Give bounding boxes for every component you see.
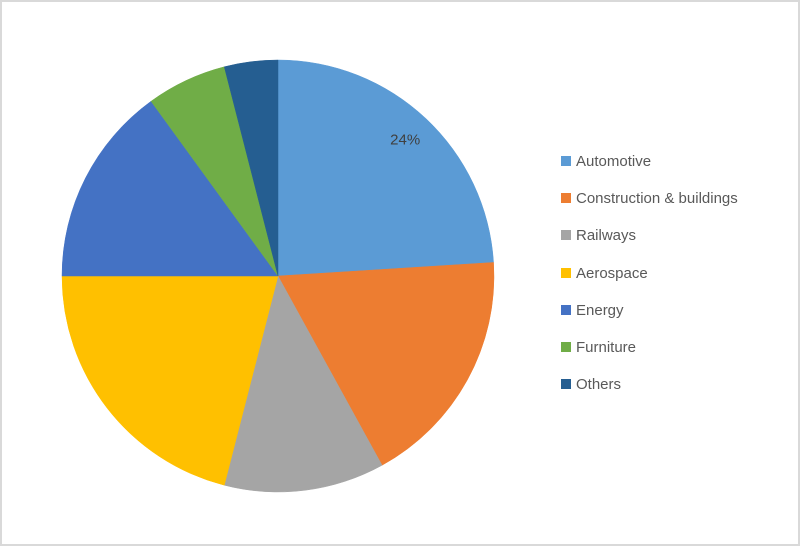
pie-slice-energy — [61, 100, 279, 277]
pie-data-labels: 24% — [390, 132, 420, 149]
legend-item-others: Others — [561, 366, 738, 403]
legend-swatch-railways — [561, 230, 571, 241]
legend-swatch-aerospace — [561, 267, 571, 278]
pie-slice-railways — [223, 275, 383, 493]
legend-item-furniture: Furniture — [561, 328, 738, 365]
chart-legend: Automotive Construction & buildings Railwa… — [561, 142, 738, 403]
legend-item-automotive: Automotive — [561, 142, 738, 179]
pie-slice-construction-buildings — [277, 262, 495, 466]
pie-slice-others — [223, 59, 279, 277]
legend-swatch-automotive — [561, 155, 571, 166]
pie-slice-automotive — [277, 59, 494, 277]
legend-item-railways: Railways — [561, 217, 738, 254]
legend-label-railways: Railways — [576, 227, 637, 245]
legend-swatch-others — [561, 379, 571, 390]
legend-swatch-furniture — [561, 342, 571, 353]
legend-label-automotive: Automotive — [576, 152, 652, 170]
legend-item-aerospace: Aerospace — [561, 254, 738, 291]
legend-label-others: Others — [576, 376, 622, 394]
legend-label-furniture: Furniture — [576, 339, 637, 357]
pie-slices — [61, 59, 495, 493]
legend-swatch-construction-buildings — [561, 192, 571, 203]
legend-label-aerospace: Aerospace — [576, 264, 648, 282]
pie-slice-aerospace — [61, 275, 279, 486]
pie-data-label-automotive: 24% — [390, 132, 420, 149]
legend-item-construction-buildings: Construction & buildings — [561, 179, 738, 216]
legend-item-energy: Energy — [561, 291, 738, 328]
legend-label-construction-buildings: Construction & buildings — [576, 189, 738, 207]
legend-label-energy: Energy — [576, 301, 624, 319]
legend-swatch-energy — [561, 304, 571, 315]
